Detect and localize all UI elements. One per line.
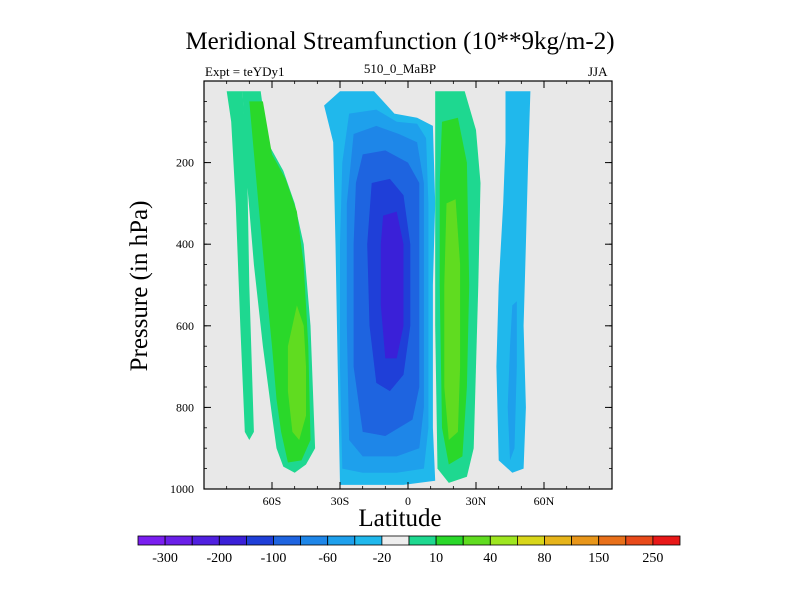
colorbar-swatch (435, 535, 464, 546)
colorbar-swatch (354, 535, 383, 546)
colorbar-swatch (218, 535, 247, 546)
y-tick-label: 1000 (170, 482, 194, 496)
x-tick-label: 30S (331, 494, 350, 508)
colorbar-swatch (245, 535, 274, 546)
colorbar-label: -20 (373, 551, 392, 566)
colorbar-swatch (544, 535, 573, 546)
contour-region-15 (507, 301, 517, 461)
y-tick-label: 600 (176, 319, 194, 333)
x-tick-label: 0 (405, 494, 411, 508)
colorbar-label: 250 (642, 551, 663, 566)
colorbar-label: 10 (429, 551, 443, 566)
x-tick-label: 60N (534, 494, 555, 508)
colorbar-swatch (164, 535, 193, 546)
colorbar-swatch (300, 535, 329, 546)
colorbar-swatch (517, 535, 545, 546)
x-tick-label: 60S (263, 494, 282, 508)
contour-region-4 (287, 305, 306, 440)
contour-region-10 (380, 211, 404, 359)
colorbar-swatch (652, 535, 681, 546)
colorbar-label: -100 (261, 551, 287, 566)
colorbar-label: 40 (483, 551, 497, 566)
y-tick-label: 800 (176, 400, 194, 414)
colorbar-swatch (625, 535, 654, 546)
colorbar-swatch (571, 535, 600, 546)
colorbar-label: 80 (538, 551, 552, 566)
colorbar-label: 150 (588, 551, 609, 566)
colorbar-swatch (489, 535, 518, 546)
x-tick-label: 30N (466, 494, 487, 508)
x-axis-label: Latitude (358, 505, 442, 532)
contour-region-13 (444, 199, 461, 440)
season-label: JJA (588, 64, 608, 79)
y-tick-label: 400 (176, 237, 194, 251)
contour-region-14 (496, 91, 531, 473)
colorbar-swatch (137, 535, 166, 546)
colorbar-swatch (462, 535, 491, 546)
y-tick-label: 200 (176, 156, 194, 170)
colorbar-label: -200 (206, 551, 232, 566)
colorbar-label: -60 (318, 551, 337, 566)
colorbar-swatch (598, 535, 627, 546)
colorbar-swatch (381, 535, 410, 546)
experiment-label: Expt = teYDy1 (205, 64, 285, 79)
chart-title: Meridional Streamfunction (10**9kg/m-2) (185, 28, 615, 55)
time-period-label: 510_0_MaBP (363, 61, 437, 76)
colorbar-label: -300 (152, 551, 178, 566)
colorbar-swatch (408, 535, 437, 546)
colorbar-swatch (191, 535, 220, 546)
colorbar-swatch (273, 535, 302, 546)
colorbar-swatch (327, 535, 356, 546)
